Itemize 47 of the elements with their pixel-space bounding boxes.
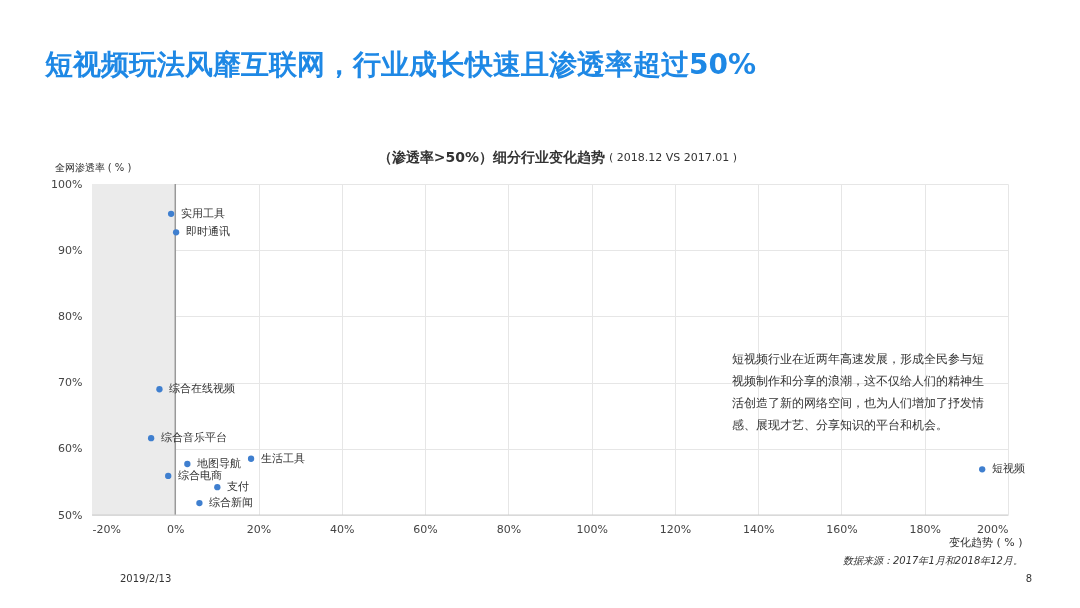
- chart-subtitle: （渗透率>50%）细分行业变化趋势: [377, 149, 605, 165]
- annotation: 短视频行业在近两年高速发展，形成全民参与短视频制作和分享的浪潮，这不仅给人们的精神生活创造了新的网络空间，也为人们增加了抒发情感、展现才艺、分享知识的平台和机会。: [732, 352, 984, 432]
- x-tick-label: 100%: [576, 522, 608, 536]
- x-tick-label: 0%: [167, 522, 185, 536]
- series-label: 综合在线视频: [169, 382, 236, 396]
- text: 8: [1025, 573, 1032, 584]
- x-tick-label: 40%: [330, 522, 355, 536]
- series-label: 综合电商: [178, 468, 223, 482]
- x-tick-label: 160%: [826, 522, 858, 536]
- y-axis-title: 全网渗透率 ( % ): [54, 161, 132, 173]
- series-label: 短视频: [992, 462, 1026, 476]
- series-label: 综合新闻: [209, 496, 254, 510]
- point: [979, 466, 986, 473]
- x-tick-label: -20%: [92, 522, 121, 536]
- y-tick-label: 50%: [58, 508, 83, 522]
- x-tick-label: 80%: [496, 522, 522, 536]
- point: [214, 484, 221, 491]
- series-label: 综合音乐平台: [161, 431, 228, 445]
- series-label: 地图导航: [196, 457, 242, 471]
- y-tick-label: 100%: [51, 177, 83, 191]
- point: [172, 229, 180, 236]
- series-label: 支付: [227, 480, 250, 494]
- point: [184, 460, 191, 468]
- x-tick-label: 20%: [246, 522, 272, 536]
- series-label: 实用工具: [181, 206, 226, 220]
- point: [156, 386, 163, 393]
- text: ( 2018.12 VS 2017.01 ): [609, 151, 738, 164]
- series-label: 即时通讯: [186, 225, 231, 239]
- y-tick-label: 80%: [58, 309, 83, 323]
- chart-title: 短视频玩法风靡互联网，行业成长快速且渗透率超过50%: [44, 48, 757, 81]
- text: 2019/2/13: [120, 573, 172, 584]
- x-axis-title: 变化趋势 ( % ): [948, 535, 1023, 549]
- point: [165, 472, 172, 480]
- point: [247, 455, 255, 462]
- point: [196, 499, 203, 507]
- x-tick-label: 120%: [659, 522, 692, 536]
- source-note: 数据来源：2017年1月和2018年12月。: [843, 555, 1023, 566]
- x-tick-label: 60%: [413, 522, 438, 536]
- x-tick-label: 180%: [909, 522, 941, 536]
- series-label: 生活工具: [261, 451, 306, 465]
- y-tick-label: 70%: [58, 376, 83, 390]
- y-tick-label: 60%: [58, 442, 83, 456]
- point: [147, 435, 155, 442]
- point: [167, 210, 175, 217]
- x-tick-label: 200%: [977, 522, 1009, 536]
- x-tick-label: 140%: [742, 522, 775, 536]
- y-tick-label: 90%: [58, 243, 83, 257]
